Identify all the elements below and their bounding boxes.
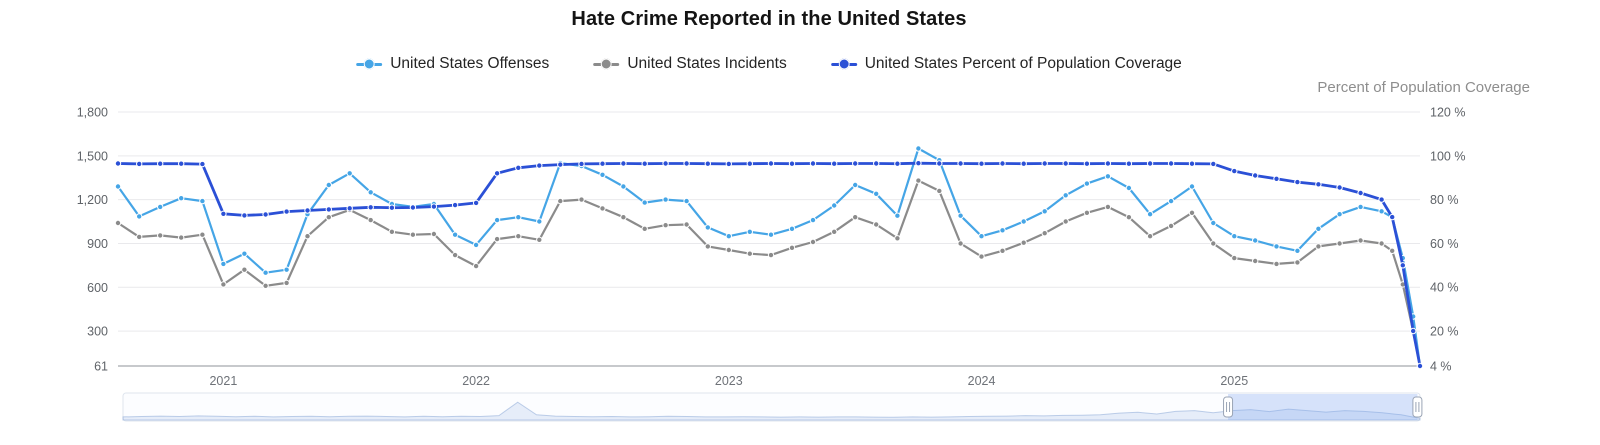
left-axis-tick-label: 600	[87, 281, 108, 295]
x-axis-tick-label: 2024	[968, 374, 996, 388]
left-axis-tick-label: 1,800	[77, 106, 108, 120]
right-axis-tick-label: 100 %	[1430, 149, 1465, 163]
left-axis-tick-label: 1,200	[77, 193, 108, 207]
legend-label: United States Percent of Population Cove…	[864, 55, 1182, 72]
legend-item-0[interactable]: United States Offenses	[356, 55, 549, 73]
legend-label: United States Incidents	[627, 55, 787, 72]
left-axis-tick-label: 900	[87, 237, 108, 251]
series-markers-2	[114, 160, 1424, 370]
line-dot-marker-icon	[830, 58, 857, 71]
right-axis-tick-label: 60 %	[1430, 237, 1459, 251]
x-axis-tick-label: 2023	[715, 374, 743, 388]
legend-label: United States Offenses	[390, 55, 550, 72]
left-axis-tick-label: 1,500	[77, 149, 108, 163]
line-dot-marker-icon	[356, 58, 383, 71]
series-markers-1	[114, 177, 1424, 370]
right-axis-tick-label: 4 %	[1430, 360, 1452, 374]
x-axis-tick-label: 2022	[462, 374, 490, 388]
right-axis-tick-label: 40 %	[1430, 281, 1459, 295]
right-axis-tick-label: 80 %	[1430, 193, 1459, 207]
legend-item-1[interactable]: United States Incidents	[593, 55, 787, 73]
x-axis-tick-label: 2021	[209, 374, 237, 388]
chart-title: Hate Crime Reported in the United States	[571, 8, 967, 30]
legend-item-2[interactable]: United States Percent of Population Cove…	[830, 55, 1182, 73]
series-line-2	[116, 161, 1422, 368]
left-axis-tick-label: 300	[87, 325, 108, 339]
right-axis-title: Percent of Population Coverage	[1317, 79, 1530, 96]
series-line-1	[116, 179, 1422, 368]
legend: United States Offenses United States Inci…	[356, 55, 1182, 73]
line-dot-marker-icon	[593, 58, 620, 71]
navigator-right-handle[interactable]	[1412, 396, 1423, 418]
navigator-left-handle[interactable]	[1223, 396, 1234, 418]
x-axis-tick-label: 2025	[1220, 374, 1248, 388]
right-axis-tick-label: 20 %	[1430, 324, 1459, 338]
left-axis-tick-label: 61	[94, 360, 108, 374]
right-axis-tick-label: 120 %	[1430, 106, 1465, 120]
navigator-selection-window[interactable]	[1228, 394, 1418, 420]
